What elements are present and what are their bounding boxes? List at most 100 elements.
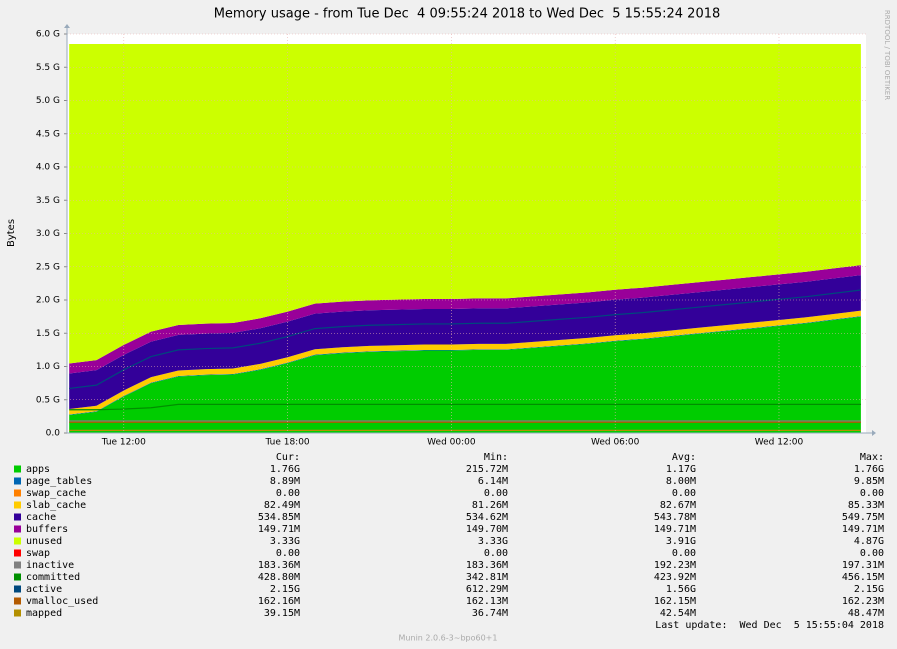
legend-stat: 149.70M [466,524,508,535]
area [69,44,861,364]
y-tick-label: 0.5 G [36,395,60,405]
legend-stat: 0.00 [672,548,696,559]
legend-stat: 82.67M [660,500,696,511]
stats-header: Max: [860,452,884,463]
legend-stat: 549.75M [842,512,884,523]
footer: Munin 2.0.6-3~bpo60+1 [399,634,498,643]
legend-stat: 149.71M [654,524,696,535]
legend-stat: 342.81M [466,572,508,583]
x-tick-label: Wed 12:00 [755,438,804,448]
legend-swatch [14,489,21,497]
y-tick-label: 5.5 G [36,63,60,73]
legend-stat: 197.31M [842,560,884,571]
legend-stat: 192.23M [654,560,696,571]
legend-stat: 3.33G [270,536,300,547]
legend-stat: 2.15G [854,584,884,595]
legend-stat: 215.72M [466,464,508,475]
area [69,275,861,410]
area [69,265,861,374]
y-tick-label: 5.0 G [36,96,60,106]
legend-swatch [14,465,21,473]
y-axis-label: Bytes [6,219,17,247]
y-arrow [64,24,70,28]
legend-stat: 42.54M [660,608,696,619]
legend-stat: 8.89M [270,476,300,487]
legend-label: cache [26,512,56,523]
legend-label: active [26,584,62,595]
legend-stat: 0.00 [276,548,300,559]
legend-swatch [14,477,21,485]
legend-stat: 543.78M [654,512,696,523]
legend-stat: 39.15M [264,608,300,619]
legend-stat: 6.14M [478,476,508,487]
y-tick-label: 1.0 G [36,362,60,372]
stats-header: Min: [484,452,508,463]
y-tick-label: 4.0 G [36,163,60,173]
y-tick-label: 2.0 G [36,296,60,306]
legend-label: vmalloc_used [26,596,98,607]
legend-stat: 9.85M [854,476,884,487]
legend-stat: 4.87G [854,536,884,547]
legend-swatch [14,537,21,545]
side-label: RRDTOOL / TOBI OETIKER [883,10,891,100]
legend-label: committed [26,572,80,583]
legend-stat: 36.74M [472,608,508,619]
legend-stat: 456.15M [842,572,884,583]
y-tick-label: 3.0 G [36,229,60,239]
legend-stat: 162.23M [842,596,884,607]
y-tick-label: 6.0 G [36,30,60,40]
x-tick-label: Tue 18:00 [264,438,309,448]
legend-stat: 534.62M [466,512,508,523]
legend-swatch [14,549,21,557]
legend-label: slab_cache [26,500,86,511]
legend-label: page_tables [26,476,92,487]
legend-label: inactive [26,560,74,571]
line [69,403,861,411]
x-tick-label: Wed 06:00 [591,438,640,448]
legend-swatch [14,585,21,593]
legend-label: buffers [26,524,68,535]
legend-swatch [14,573,21,581]
legend-stat: 423.92M [654,572,696,583]
legend-swatch [14,525,21,533]
legend-stat: 612.29M [466,584,508,595]
legend-swatch [14,561,21,569]
legend-stat: 0.00 [672,488,696,499]
legend-stat: 1.17G [666,464,696,475]
y-tick-label: 0.0 [46,429,61,439]
legend-stat: 162.16M [258,596,300,607]
legend-stat: 82.49M [264,500,300,511]
legend-stat: 8.00M [666,476,696,487]
legend-stat: 149.71M [258,524,300,535]
legend-stat: 162.15M [654,596,696,607]
legend-stat: 3.33G [478,536,508,547]
legend-stat: 0.00 [860,548,884,559]
legend-stat: 0.00 [860,488,884,499]
legend-stat: 1.76G [270,464,300,475]
legend-stat: 2.15G [270,584,300,595]
legend-stat: 1.56G [666,584,696,595]
area [69,310,861,415]
legend-label: swap [26,548,50,559]
legend-label: unused [26,536,62,547]
legend-stat: 534.85M [258,512,300,523]
legend-stat: 183.36M [466,560,508,571]
y-tick-label: 1.5 G [36,329,60,339]
legend-swatch [14,609,21,617]
legend-swatch [14,501,21,509]
legend-stat: 0.00 [484,488,508,499]
legend-label: apps [26,464,50,475]
legend-stat: 183.36M [258,560,300,571]
legend-stat: 85.33M [848,500,884,511]
x-tick-label: Tue 12:00 [101,438,146,448]
legend-stat: 162.13M [466,596,508,607]
legend-stat: 3.91G [666,536,696,547]
legend-stat: 149.71M [842,524,884,535]
legend-swatch [14,597,21,605]
y-tick-label: 4.5 G [36,129,60,139]
legend-stat: 81.26M [472,500,508,511]
legend-label: mapped [26,608,62,619]
y-tick-label: 2.5 G [36,262,60,272]
legend-label: swap_cache [26,488,86,499]
